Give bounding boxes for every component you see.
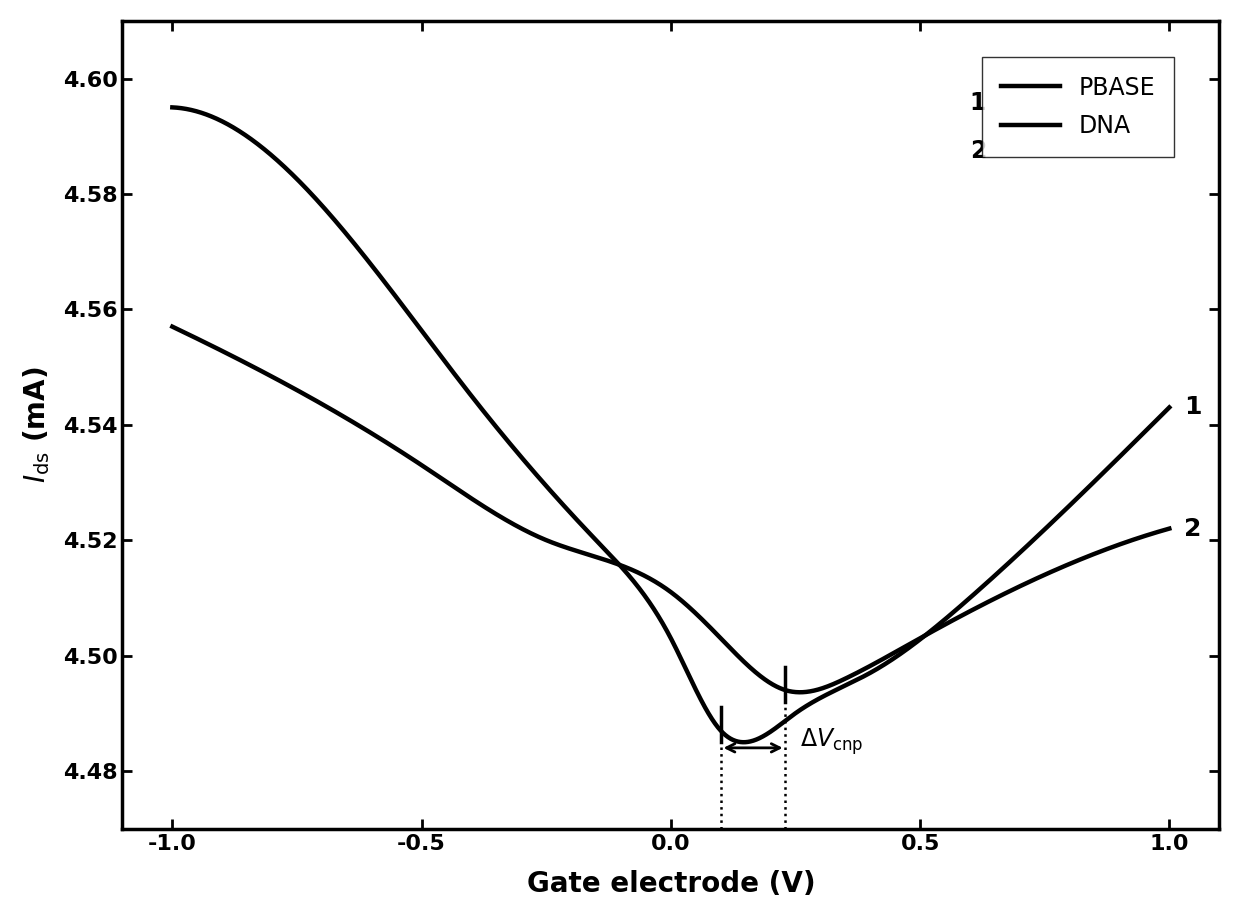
Text: 1: 1 [970, 91, 986, 115]
Text: 1: 1 [1184, 395, 1202, 419]
Y-axis label: $I_{\mathrm{ds}}$ (mA): $I_{\mathrm{ds}}$ (mA) [21, 367, 52, 483]
Text: 2: 2 [1184, 516, 1202, 540]
Legend: PBASE, DNA: PBASE, DNA [982, 57, 1174, 157]
Text: 2: 2 [970, 140, 986, 164]
X-axis label: Gate electrode (V): Gate electrode (V) [527, 870, 815, 898]
Text: $\Delta V_{\mathrm{cnp}}$: $\Delta V_{\mathrm{cnp}}$ [801, 727, 864, 757]
